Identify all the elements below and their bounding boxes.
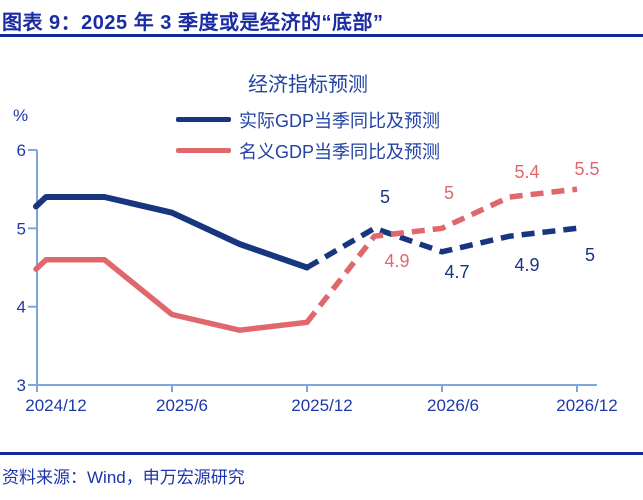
nominal-gdp-label-2026q2: 5 — [444, 183, 454, 203]
nominal-gdp-line-swatch — [175, 148, 231, 153]
top-divider-rule — [0, 34, 643, 37]
x-tick-label-2026-6: 2026/6 — [427, 396, 479, 415]
real-gdp-line-actual — [33, 194, 310, 271]
legend-item-nominal-gdp: 名义GDP当季同比及预测 — [175, 135, 440, 166]
source-attribution: 资料来源：Wind，申万宏源研究 — [2, 468, 245, 487]
legend-label-nominal-gdp: 名义GDP当季同比及预测 — [238, 141, 440, 162]
axes — [28, 149, 597, 392]
real-gdp-label-2026q1: 5 — [380, 187, 390, 207]
x-tick-label-2025-6: 2025/6 — [156, 396, 208, 415]
x-tick-label-2024-12: 2024/12 — [25, 396, 86, 415]
real-gdp-line-forecast-dashed — [305, 225, 578, 270]
legend-label-real-gdp: 实际GDP当季同比及预测 — [238, 110, 440, 131]
x-tick-label-2026-12: 2026/12 — [556, 396, 617, 415]
figure-title: 图表 9：2025 年 3 季度或是经济的“底部” — [2, 12, 384, 34]
y-tick-label-3: 3 — [17, 376, 26, 395]
nominal-gdp-label-2026q4: 5.5 — [574, 159, 599, 179]
x-tick-label-2025-12: 2025/12 — [291, 396, 352, 415]
nominal-gdp-label-2026q3: 5.4 — [514, 162, 539, 182]
y-axis-unit-label: % — [13, 106, 28, 125]
real-gdp-label-2026q4: 5 — [585, 245, 595, 265]
nominal-gdp-line-forecast-dashed — [304, 186, 578, 324]
real-gdp-label-2026q2: 4.7 — [444, 262, 469, 282]
real-gdp-label-2026q3: 4.9 — [514, 255, 539, 275]
bottom-divider-rule — [0, 452, 643, 455]
nominal-gdp-line-actual — [33, 256, 310, 333]
y-tick-label-4: 4 — [17, 298, 26, 317]
chart-title: 经济指标预测 — [248, 74, 368, 96]
y-tick-label-5: 5 — [17, 219, 26, 238]
nominal-gdp-label-2026q1: 4.9 — [384, 251, 409, 271]
chart-plot-area: % 6 5 4 3 2024/12 2025/6 2025/12 2026/6 … — [13, 106, 618, 415]
real-gdp-line-swatch — [175, 117, 231, 122]
chart-legend: 实际GDP当季同比及预测 名义GDP当季同比及预测 — [0, 104, 616, 166]
y-tick-label-6: 6 — [17, 141, 26, 160]
legend-item-real-gdp: 实际GDP当季同比及预测 — [175, 104, 440, 135]
